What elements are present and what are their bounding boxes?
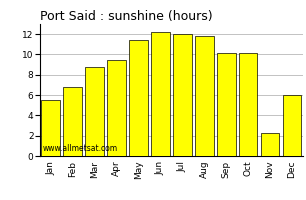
Bar (85, 67, 104, 156)
Bar (283, 95, 301, 156)
Bar (173, 34, 192, 156)
Bar (217, 53, 236, 156)
Bar (239, 53, 257, 156)
Bar (261, 133, 279, 156)
Bar (195, 36, 214, 156)
Bar (107, 60, 126, 156)
Bar (63, 87, 82, 156)
Bar (151, 32, 170, 156)
Text: Port Said : sunshine (hours): Port Said : sunshine (hours) (40, 10, 212, 23)
Bar (129, 40, 148, 156)
Text: www.allmetsat.com: www.allmetsat.com (43, 144, 118, 153)
Bar (41, 100, 60, 156)
